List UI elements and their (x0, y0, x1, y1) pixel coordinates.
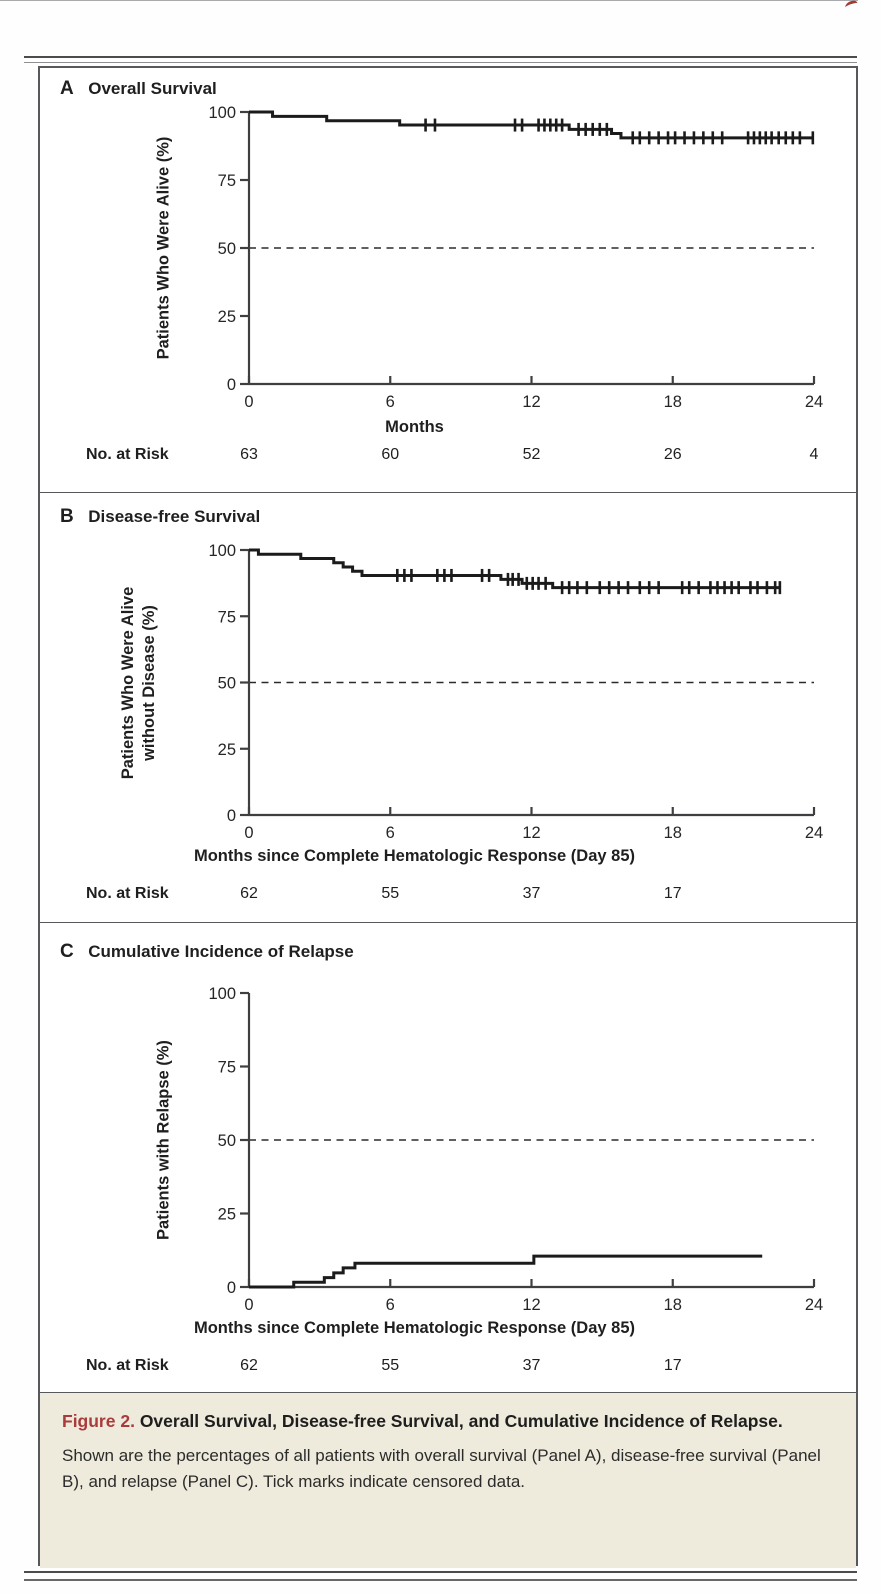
risk-value: 17 (663, 885, 682, 902)
x-tick-label: 18 (664, 1296, 682, 1314)
panel-c-title: Cumulative Incidence of Relapse (88, 942, 354, 961)
panel-a: A Overall Survival Patients Who Were Aliv… (40, 68, 856, 492)
risk-value: 26 (663, 446, 682, 463)
panel-b: B Disease-free Survival Patients Who Were… (40, 492, 856, 922)
risk-value: 17 (663, 1357, 682, 1374)
y-tick-label: 100 (208, 985, 236, 1003)
x-tick-label: 6 (386, 824, 395, 842)
y-tick-label: 50 (218, 240, 236, 258)
x-tick-label: 6 (386, 393, 395, 411)
figure-caption-body: Shown are the percentages of all patient… (62, 1446, 821, 1491)
x-tick-label: 0 (244, 1296, 253, 1314)
y-tick-label: 50 (218, 1132, 236, 1150)
panel-c-y-axis-label: Patients with Relapse (%) (154, 1040, 173, 1240)
number-at-risk-label: No. at Risk (86, 1357, 169, 1374)
y-tick-label: 100 (208, 104, 236, 122)
y-tick-label: 0 (227, 1279, 236, 1297)
y-tick-label: 25 (218, 1206, 236, 1224)
y-tick-label: 50 (218, 675, 236, 693)
km-step-curve (249, 1254, 763, 1289)
number-at-risk-label: No. at Risk (86, 885, 169, 902)
cumulative-incidence-chart: 0 25 50 75 100 0 6 12 18 24 (208, 985, 823, 1314)
x-tick-label: 12 (522, 393, 540, 411)
y-tick-label: 0 (227, 376, 236, 394)
risk-value: 62 (240, 1357, 258, 1374)
risk-value: 52 (522, 446, 541, 463)
y-tick-label: 75 (218, 172, 236, 190)
panel-a-number-at-risk-row: No. at Risk 63 60 52 26 4 (40, 446, 856, 468)
figure-number-label: Figure 2. (62, 1411, 135, 1431)
y-tick-label: 100 (208, 542, 236, 560)
bottom-double-rule (24, 1571, 857, 1581)
x-tick-label: 24 (805, 393, 823, 411)
y-tick-label: 75 (218, 1059, 236, 1077)
page-corner-mark (844, 0, 859, 12)
risk-value: 37 (522, 885, 541, 902)
x-tick-label: 24 (805, 824, 823, 842)
x-tick-label: 6 (386, 1296, 395, 1314)
top-double-rule (24, 56, 857, 63)
x-tick-label: 12 (522, 1296, 540, 1314)
disease-free-survival-chart: 0 25 50 75 100 0 6 12 18 24 (208, 542, 823, 842)
y-tick-label: 25 (218, 741, 236, 759)
overall-survival-chart: 0 25 50 75 100 0 6 12 18 24 (208, 104, 823, 411)
figure-caption-title: Figure 2. Overall Survival, Disease-free… (62, 1409, 830, 1434)
y-tick-label: 75 (218, 608, 236, 626)
risk-value: 55 (381, 1357, 400, 1374)
figure-box: A Overall Survival Patients Who Were Aliv… (38, 66, 858, 1568)
panel-a-y-axis-label: Patients Who Were Alive (%) (154, 136, 173, 360)
risk-value: 55 (381, 885, 400, 902)
panel-b-heading: B Disease-free Survival (60, 506, 260, 528)
panel-a-letter: A (60, 78, 75, 99)
risk-value: 37 (522, 1357, 541, 1374)
figure-caption: Figure 2. Overall Survival, Disease-free… (40, 1392, 856, 1568)
panel-a-x-axis-label: Months (385, 418, 444, 436)
km-step-curve (249, 110, 814, 140)
panel-b-y-axis-label: Patients Who Were Alive without Disease … (119, 586, 158, 780)
x-tick-label: 18 (664, 393, 682, 411)
figure-title-text: Overall Survival, Disease-free Survival,… (139, 1411, 783, 1431)
panel-b-letter: B (60, 506, 75, 527)
risk-value: 4 (809, 446, 819, 463)
x-tick-label: 18 (664, 824, 682, 842)
km-step-curve (249, 548, 782, 590)
number-at-risk-label: No. at Risk (86, 446, 169, 463)
x-tick-label: 0 (244, 824, 253, 842)
x-tick-label: 0 (244, 393, 253, 411)
x-tick-label: 24 (805, 1296, 823, 1314)
risk-value: 63 (240, 446, 258, 463)
x-tick-label: 12 (522, 824, 540, 842)
y-tick-label: 25 (218, 308, 236, 326)
panel-a-heading: A Overall Survival (60, 78, 217, 100)
panel-a-title: Overall Survival (88, 79, 217, 98)
risk-value: 60 (381, 446, 400, 463)
panel-b-title: Disease-free Survival (88, 507, 261, 526)
panel-c-number-at-risk-row: No. at Risk 62 55 37 17 (40, 1357, 856, 1379)
panel-c-heading: C Cumulative Incidence of Relapse (60, 941, 354, 963)
panel-c-letter: C (60, 941, 75, 962)
panel-b-x-axis-label: Months since Complete Hematologic Respon… (193, 847, 635, 865)
panel-c: C Cumulative Incidence of Relapse Patient… (40, 922, 856, 1392)
page-top-edge-line (0, 0, 858, 1)
y-tick-label: 0 (227, 807, 236, 825)
risk-value: 62 (240, 885, 258, 902)
panel-c-x-axis-label: Months since Complete Hematologic Respon… (193, 1319, 635, 1337)
panel-b-number-at-risk-row: No. at Risk 62 55 37 17 (40, 885, 856, 907)
